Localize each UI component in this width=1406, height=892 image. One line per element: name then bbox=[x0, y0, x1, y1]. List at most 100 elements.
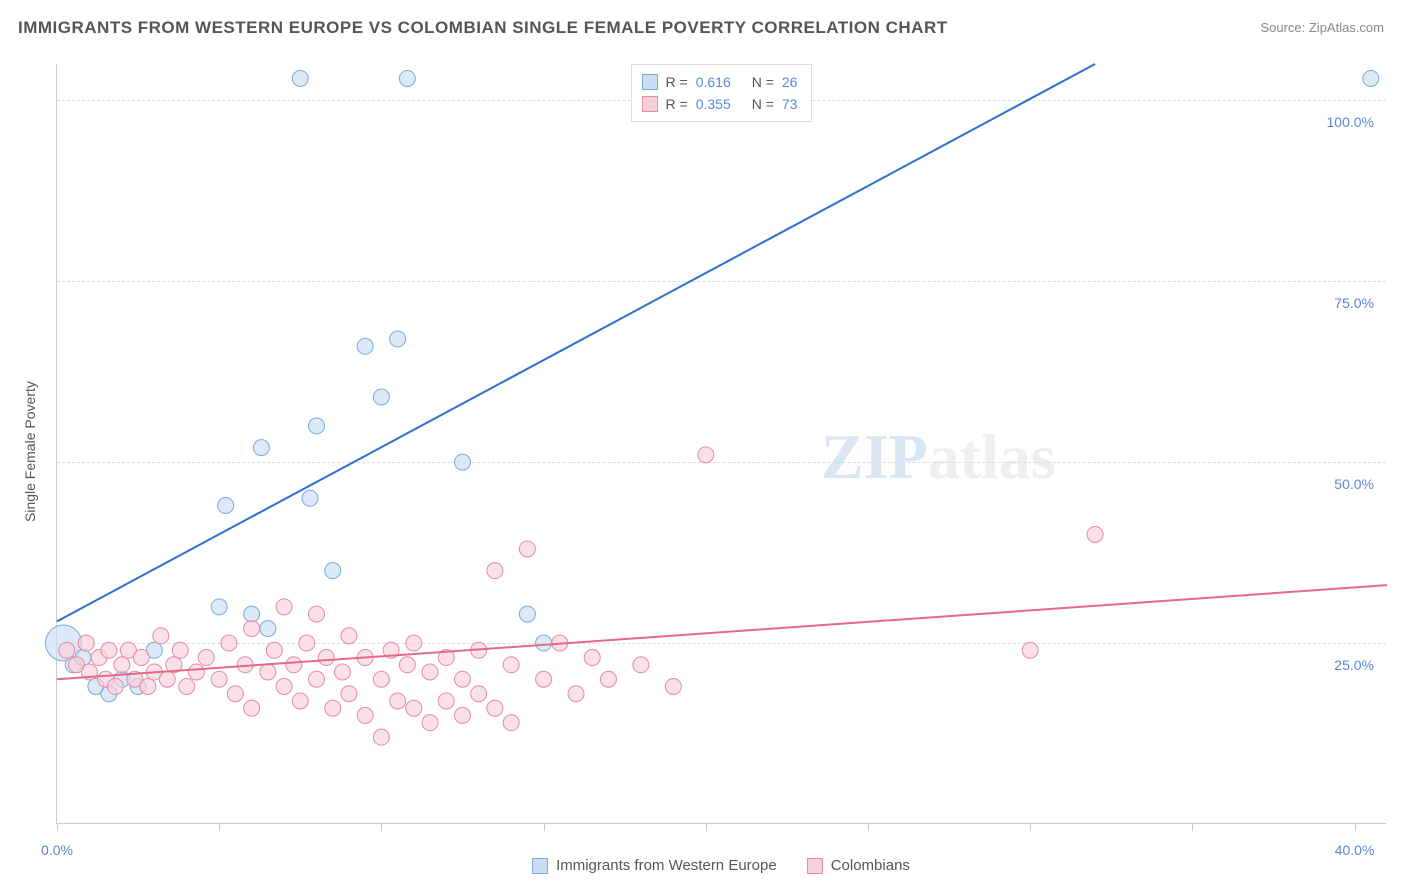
data-point bbox=[487, 700, 503, 716]
data-point bbox=[309, 606, 325, 622]
data-point bbox=[101, 642, 117, 658]
data-point bbox=[341, 628, 357, 644]
data-point bbox=[373, 389, 389, 405]
legend-item-colombians: Colombians bbox=[807, 857, 910, 874]
data-point bbox=[299, 635, 315, 651]
data-point bbox=[373, 729, 389, 745]
legend-n-value: 26 bbox=[782, 71, 798, 93]
legend-label: Colombians bbox=[831, 857, 910, 874]
x-tick bbox=[1355, 823, 1356, 831]
data-point bbox=[665, 678, 681, 694]
data-point bbox=[78, 635, 94, 651]
data-point bbox=[227, 686, 243, 702]
chart-title: IMMIGRANTS FROM WESTERN EUROPE VS COLOMB… bbox=[18, 18, 948, 38]
data-point bbox=[244, 700, 260, 716]
source-label: Source: bbox=[1260, 20, 1308, 35]
data-point bbox=[536, 671, 552, 687]
data-point bbox=[260, 621, 276, 637]
data-point bbox=[179, 678, 195, 694]
data-point bbox=[584, 650, 600, 666]
data-point bbox=[260, 664, 276, 680]
data-point bbox=[159, 671, 175, 687]
data-point bbox=[114, 657, 130, 673]
legend-swatch-icon bbox=[642, 74, 658, 90]
data-point bbox=[519, 606, 535, 622]
data-point bbox=[244, 606, 260, 622]
x-tick bbox=[381, 823, 382, 831]
data-point bbox=[1022, 642, 1038, 658]
data-point bbox=[309, 671, 325, 687]
x-tick bbox=[219, 823, 220, 831]
legend-bottom: Immigrants from Western Europe Colombian… bbox=[56, 857, 1386, 874]
legend-n-label: N = bbox=[752, 71, 774, 93]
data-point bbox=[1087, 526, 1103, 542]
legend-n-label: N = bbox=[752, 93, 774, 115]
data-point bbox=[309, 418, 325, 434]
data-point bbox=[188, 664, 204, 680]
legend-swatch-icon bbox=[532, 858, 548, 874]
data-point bbox=[198, 650, 214, 666]
chart-svg bbox=[57, 64, 1387, 824]
data-point bbox=[399, 657, 415, 673]
data-point bbox=[454, 671, 470, 687]
data-point bbox=[1363, 70, 1379, 86]
legend-r-label: R = bbox=[666, 71, 688, 93]
x-tick bbox=[1192, 823, 1193, 831]
data-point bbox=[438, 693, 454, 709]
data-point bbox=[325, 700, 341, 716]
data-point bbox=[487, 563, 503, 579]
data-point bbox=[172, 642, 188, 658]
x-tick-label: 40.0% bbox=[1335, 842, 1375, 858]
data-point bbox=[600, 671, 616, 687]
x-tick bbox=[706, 823, 707, 831]
data-point bbox=[422, 715, 438, 731]
data-point bbox=[211, 671, 227, 687]
legend-n-value: 73 bbox=[782, 93, 798, 115]
data-point bbox=[302, 490, 318, 506]
legend-r-value: 0.616 bbox=[696, 71, 744, 93]
data-point bbox=[276, 678, 292, 694]
data-point bbox=[373, 671, 389, 687]
legend-swatch-icon bbox=[807, 858, 823, 874]
data-point bbox=[325, 563, 341, 579]
data-point bbox=[244, 621, 260, 637]
source-value: ZipAtlas.com bbox=[1309, 20, 1384, 35]
data-point bbox=[318, 650, 334, 666]
data-point bbox=[390, 331, 406, 347]
data-point bbox=[357, 338, 373, 354]
data-point bbox=[357, 707, 373, 723]
data-point bbox=[107, 678, 123, 694]
data-point bbox=[399, 70, 415, 86]
data-point bbox=[633, 657, 649, 673]
legend-r-label: R = bbox=[666, 93, 688, 115]
data-point bbox=[153, 628, 169, 644]
x-tick bbox=[544, 823, 545, 831]
plot-area: ZIPatlas 25.0%50.0%75.0%100.0%0.0%40.0%R… bbox=[56, 64, 1386, 824]
legend-swatch-icon bbox=[642, 96, 658, 112]
data-point bbox=[292, 70, 308, 86]
legend-top-row: R =0.355N =73 bbox=[642, 93, 798, 115]
source-attribution: Source: ZipAtlas.com bbox=[1260, 20, 1384, 35]
data-point bbox=[454, 707, 470, 723]
data-point bbox=[266, 642, 282, 658]
trend-line bbox=[57, 64, 1095, 621]
chart-container: IMMIGRANTS FROM WESTERN EUROPE VS COLOMB… bbox=[0, 0, 1406, 892]
data-point bbox=[406, 700, 422, 716]
x-tick bbox=[57, 823, 58, 831]
data-point bbox=[286, 657, 302, 673]
data-point bbox=[292, 693, 308, 709]
data-point bbox=[406, 635, 422, 651]
legend-label: Immigrants from Western Europe bbox=[556, 857, 777, 874]
legend-top: R =0.616N =26R =0.355N =73 bbox=[631, 64, 813, 122]
data-point bbox=[503, 657, 519, 673]
legend-item-western-europe: Immigrants from Western Europe bbox=[532, 857, 777, 874]
data-point bbox=[334, 664, 350, 680]
x-tick-label: 0.0% bbox=[41, 842, 73, 858]
x-tick bbox=[868, 823, 869, 831]
data-point bbox=[133, 650, 149, 666]
legend-top-row: R = 0.616 N = 26 bbox=[642, 71, 798, 93]
data-point bbox=[568, 686, 584, 702]
data-point bbox=[698, 447, 714, 463]
data-point bbox=[276, 599, 292, 615]
data-point bbox=[422, 664, 438, 680]
